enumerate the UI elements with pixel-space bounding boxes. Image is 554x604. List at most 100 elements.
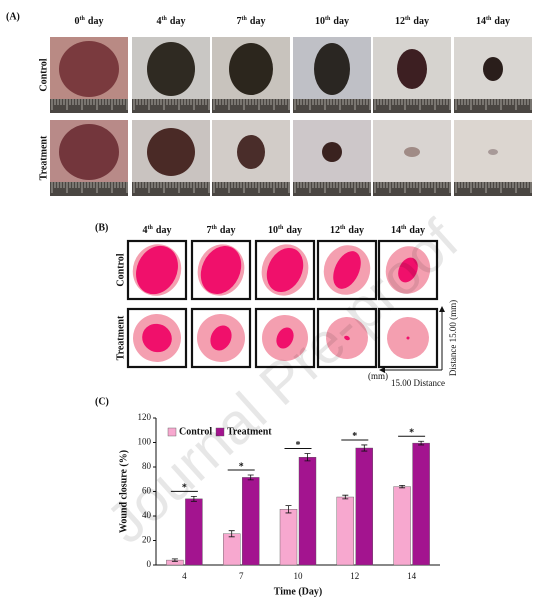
row-label: Control <box>38 58 49 91</box>
day-suffix: th <box>401 225 407 231</box>
ruler <box>50 99 128 113</box>
wound-area <box>147 42 195 96</box>
significance-mark: * <box>239 461 244 472</box>
day-number: 14 <box>391 225 401 236</box>
day-number: 10 <box>315 16 325 27</box>
day-suffix: th <box>340 225 346 231</box>
panel-label: (A) <box>6 11 20 22</box>
wound-area <box>404 147 420 157</box>
error-bar <box>190 496 197 502</box>
day-suffix: th <box>278 225 284 231</box>
day-header: 10th day <box>315 16 349 27</box>
wound-area <box>237 135 265 169</box>
day-suffix: th <box>80 16 86 22</box>
y-tick-label: 100 <box>138 437 152 447</box>
y-tick-label: 20 <box>142 535 152 545</box>
x-tick-label: 7 <box>239 571 244 581</box>
wound-current <box>406 336 410 340</box>
day-header: 14th day <box>476 16 510 27</box>
error-bar <box>285 505 292 514</box>
day-word: day <box>413 16 429 27</box>
ruler <box>373 182 451 196</box>
day-word: day <box>88 16 104 27</box>
bar <box>222 533 241 566</box>
legend-swatch <box>215 427 225 437</box>
wound-current <box>276 327 294 349</box>
ruler <box>293 182 371 196</box>
wound-area <box>229 43 273 95</box>
x-tick-label: 4 <box>182 571 187 581</box>
bar <box>298 457 317 566</box>
ruler <box>132 182 210 196</box>
error-bar <box>342 494 349 500</box>
scale-label: Distance 15.00 (mm) <box>448 300 458 376</box>
legend-label: Control <box>179 426 212 437</box>
bar <box>241 477 260 566</box>
wound-area <box>314 43 350 95</box>
day-number: 7 <box>237 16 242 27</box>
row-label: Treatment <box>38 135 49 180</box>
day-suffix: th <box>162 16 168 22</box>
day-word: day <box>220 225 236 236</box>
day-header: 7th day <box>237 16 266 27</box>
wound-current <box>398 257 418 283</box>
significance-mark: * <box>409 428 414 439</box>
day-header: 0th day <box>75 16 104 27</box>
x-axis-title: Time (Day) <box>274 586 322 597</box>
ruler <box>454 182 532 196</box>
significance-mark: * <box>182 483 187 494</box>
day-header: 4th day <box>143 225 172 236</box>
day-word: day <box>494 16 510 27</box>
wound-current <box>344 335 350 341</box>
wound-current <box>266 247 304 293</box>
x-tick-label: 12 <box>350 571 359 581</box>
scale-label: 15.00 Distance <box>391 378 445 388</box>
error-bar <box>399 484 406 489</box>
arrow-head <box>379 367 385 373</box>
bar <box>355 447 373 566</box>
legend-swatch <box>167 427 177 437</box>
error-bar <box>171 558 178 562</box>
ruler <box>454 99 532 113</box>
x-tick-label: 14 <box>407 571 417 581</box>
arrow-head <box>439 306 445 312</box>
day-suffix: th <box>242 16 248 22</box>
error-bar <box>361 444 368 452</box>
day-number: 12 <box>330 225 340 236</box>
day-header: 4th day <box>157 16 186 27</box>
day-word: day <box>348 225 364 236</box>
day-suffix: th <box>325 16 331 22</box>
ruler <box>373 99 451 113</box>
day-number: 7 <box>207 225 212 236</box>
day-header: 12th day <box>395 16 429 27</box>
error-bar <box>247 474 254 481</box>
day-word: day <box>409 225 425 236</box>
day-suffix: th <box>405 16 411 22</box>
bar <box>279 509 298 566</box>
ruler <box>132 99 210 113</box>
bar <box>393 486 411 566</box>
y-tick-label: 120 <box>138 412 152 422</box>
wound-current <box>210 325 232 351</box>
day-suffix: th <box>148 225 154 231</box>
ruler <box>293 99 371 113</box>
day-number: 0 <box>75 16 80 27</box>
error-bar <box>304 453 311 462</box>
y-tick-label: 60 <box>142 486 152 496</box>
y-axis-title: Wound closure (%) <box>118 450 129 533</box>
day-header: 12th day <box>330 225 364 236</box>
day-suffix: th <box>212 225 218 231</box>
y-tick-label: 80 <box>142 461 152 471</box>
scale-label: (mm) <box>368 371 388 381</box>
wound-area <box>488 149 498 155</box>
ruler <box>212 182 290 196</box>
bar <box>412 442 430 566</box>
day-word: day <box>250 16 266 27</box>
row-label: Control <box>115 253 126 286</box>
day-word: day <box>170 16 186 27</box>
day-header: 7th day <box>207 225 236 236</box>
wound-current <box>136 245 178 295</box>
legend-label: Treatment <box>227 426 272 437</box>
day-suffix: th <box>486 16 492 22</box>
